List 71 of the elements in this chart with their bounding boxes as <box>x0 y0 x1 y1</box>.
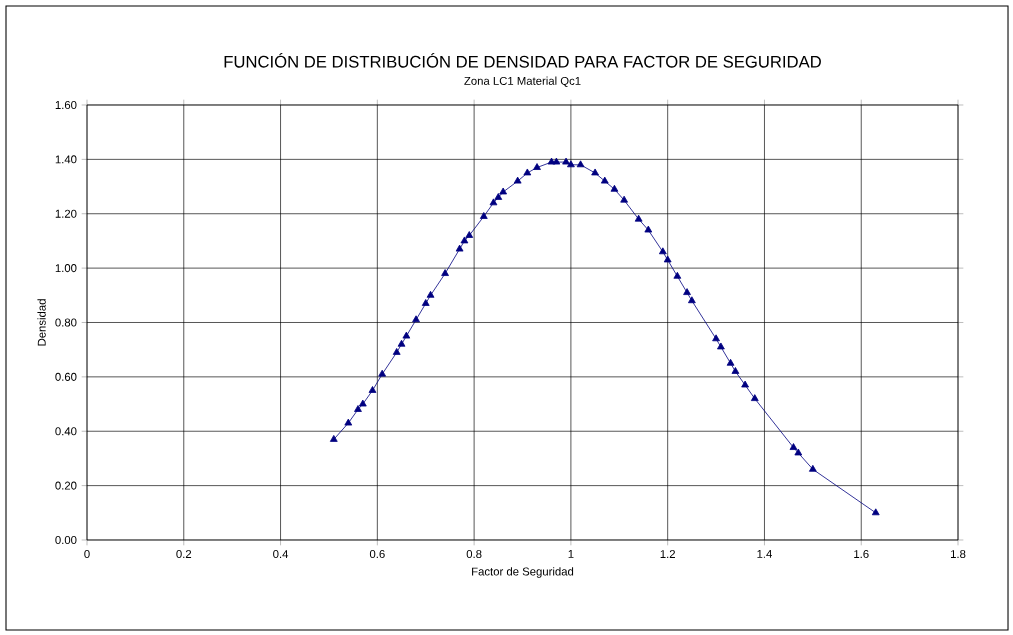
y-tick-label: 0.80 <box>55 318 77 327</box>
point <box>610 184 619 192</box>
point <box>402 331 411 339</box>
point <box>567 160 575 168</box>
y-tick-label: 0.00 <box>55 535 77 544</box>
point <box>397 339 406 347</box>
point <box>412 315 420 323</box>
point <box>441 269 449 276</box>
x-tick-label: 1.4 <box>757 550 773 558</box>
x-axis-title: Factor de Seguridad <box>472 567 574 578</box>
point <box>683 288 691 295</box>
point <box>600 176 609 184</box>
point <box>658 247 667 255</box>
point <box>591 168 599 176</box>
chart-title: FUNCIÓN DE DISTRIBUCIÓN DE DENSIDAD PARA FACTOR DE SEGURIDAD <box>224 53 821 68</box>
point <box>562 157 570 165</box>
x-tick-label: 1.6 <box>854 550 869 559</box>
point <box>421 299 430 306</box>
chart-subtitle: Zona LC1 Material Qc1 <box>464 76 581 87</box>
point <box>329 435 338 442</box>
point <box>354 405 362 412</box>
point <box>344 418 353 426</box>
y-tick-label: 1.20 <box>55 209 77 218</box>
point <box>455 244 464 252</box>
y-tick-label: 0.40 <box>55 427 77 436</box>
point <box>576 160 585 168</box>
y-tick-label: 1.60 <box>55 100 77 109</box>
x-tick-label: 0 <box>84 550 90 559</box>
y-axis-title: Densidad <box>37 299 46 346</box>
point <box>523 168 532 176</box>
y-tick-label: 1.00 <box>55 264 77 273</box>
point <box>871 508 880 516</box>
point <box>794 448 803 456</box>
point <box>378 369 387 377</box>
point <box>465 231 474 238</box>
point <box>731 367 740 374</box>
point <box>673 271 682 279</box>
point <box>552 157 561 165</box>
point <box>789 443 798 450</box>
point <box>533 163 541 170</box>
x-tick-label: 1.8 <box>950 550 966 559</box>
y-tick-label: 1.40 <box>55 155 77 164</box>
point <box>717 342 725 350</box>
point <box>688 296 696 304</box>
point <box>460 236 469 244</box>
point <box>479 212 488 219</box>
point <box>426 290 435 298</box>
point <box>620 195 628 203</box>
point <box>808 464 817 472</box>
point <box>634 214 643 222</box>
point <box>358 399 367 407</box>
point <box>499 187 508 195</box>
y-tick-label: 0.20 <box>55 481 77 490</box>
point <box>663 255 672 263</box>
point <box>726 358 735 366</box>
x-tick-label: 0.8 <box>466 550 482 559</box>
x-tick-label: 0.2 <box>176 550 192 559</box>
point <box>494 193 503 200</box>
point <box>741 380 749 388</box>
point <box>392 348 401 355</box>
point <box>368 386 377 393</box>
x-tick-label: 0.6 <box>369 550 385 559</box>
point <box>750 394 759 402</box>
point <box>644 225 653 233</box>
point <box>513 176 522 184</box>
x-tick-label: 1 <box>568 550 574 558</box>
y-tick-label: 0.60 <box>55 372 77 381</box>
point <box>712 334 720 342</box>
x-tick-label: 0.4 <box>273 550 289 559</box>
point <box>489 198 498 206</box>
x-tick-label: 1.2 <box>660 550 675 558</box>
